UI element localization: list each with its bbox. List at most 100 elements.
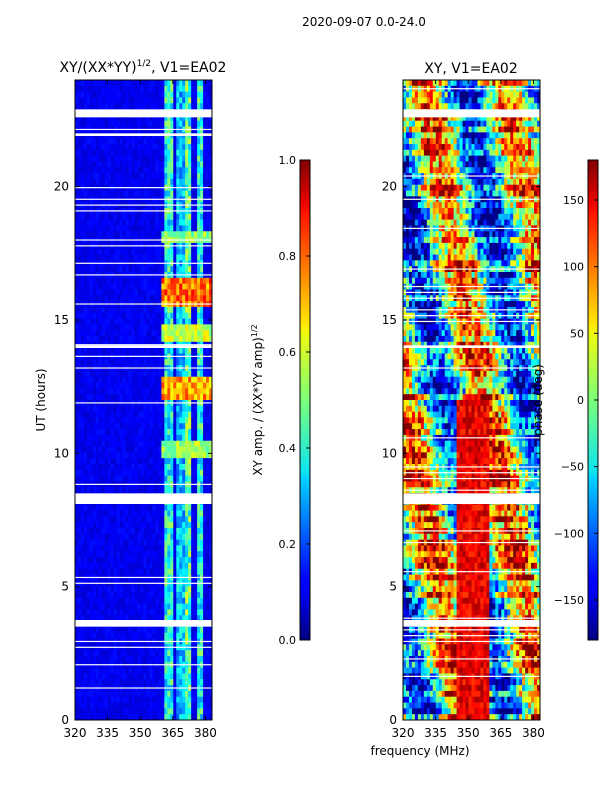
amplitude-heatmap-cell — [77, 388, 82, 395]
amplitude-heatmap-cell — [140, 120, 145, 128]
amplitude-heatmap-cell — [98, 545, 103, 552]
amplitude-heatmap-cell — [173, 533, 177, 541]
amplitude-heatmap-cell — [140, 545, 145, 552]
amplitude-heatmap-cell — [134, 458, 139, 465]
amplitude-heatmap-cell — [167, 312, 171, 320]
amplitude-heatmap-cell — [197, 405, 201, 413]
amplitude-heatmap-cell — [131, 161, 136, 168]
amplitude-heatmap-cell — [131, 382, 136, 389]
amplitude-heatmap-cell — [98, 650, 103, 657]
amplitude-heatmap-cell — [95, 103, 100, 110]
amplitude-heatmap-cell — [200, 551, 204, 558]
amplitude-heatmap-cell — [77, 464, 82, 471]
amplitude-heatmap-cell — [137, 516, 142, 523]
amplitude-heatmap-cell — [107, 504, 112, 512]
amplitude-heatmap-cell — [143, 376, 148, 384]
amplitude-heatmap-cell — [167, 475, 171, 483]
amplitude-heatmap-cell — [197, 597, 201, 605]
amplitude-heatmap-cell — [191, 144, 195, 151]
amplitude-heatmap-cell — [161, 446, 165, 453]
amplitude-heatmap-cell — [149, 702, 154, 709]
amplitude-heatmap-cell — [75, 411, 79, 419]
amplitude-heatmap-cell — [86, 91, 91, 99]
amplitude-heatmap-cell — [155, 225, 159, 232]
amplitude-heatmap-cell — [77, 562, 82, 570]
amplitude-heatmap-cell — [80, 295, 85, 302]
amplitude-heatmap-cell — [92, 324, 97, 331]
amplitude-heatmap-cell — [104, 330, 109, 337]
amplitude-heatmap-cell — [185, 283, 189, 291]
amplitude-heatmap-cell — [188, 277, 192, 285]
amplitude-heatmap-cell — [200, 557, 204, 564]
amplitude-heatmap-cell — [194, 114, 198, 122]
amplitude-heatmap-cell — [158, 394, 162, 401]
amplitude-heatmap-cell — [158, 667, 162, 675]
amplitude-heatmap-cell — [200, 626, 204, 634]
amplitude-heatmap-cell — [161, 359, 165, 366]
amplitude-heatmap-cell — [155, 434, 159, 442]
amplitude-heatmap-cell — [98, 679, 103, 686]
amplitude-heatmap-cell — [137, 225, 142, 232]
amplitude-heatmap-cell — [128, 469, 133, 477]
amplitude-heatmap-cell — [125, 324, 130, 331]
amplitude-heatmap-cell — [146, 452, 151, 459]
amplitude-heatmap-cell — [185, 440, 189, 448]
amplitude-heatmap-cell — [134, 91, 139, 99]
amplitude-heatmap-cell — [140, 161, 145, 168]
amplitude-heatmap-cell — [146, 248, 151, 256]
amplitude-heatmap-cell — [131, 539, 136, 547]
amplitude-heatmap-cell — [182, 440, 186, 448]
amplitude-heatmap-cell — [155, 149, 159, 157]
amplitude-heatmap-cell — [125, 359, 130, 366]
amplitude-heatmap-cell — [104, 679, 109, 686]
amplitude-heatmap-cell — [206, 673, 210, 680]
amplitude-heatmap-cell — [152, 382, 157, 389]
amplitude-heatmap-cell — [137, 248, 142, 256]
amplitude-heatmap-cell — [164, 510, 168, 517]
amplitude-heatmap-cell — [194, 85, 198, 93]
amplitude-heatmap-cell — [200, 603, 204, 611]
amplitude-heatmap-cell — [119, 149, 124, 157]
amplitude-heatmap-cell — [182, 516, 186, 523]
amplitude-heatmap-cell — [92, 440, 97, 448]
amplitude-heatmap-cell — [75, 487, 79, 494]
amplitude-heatmap-cell — [122, 609, 127, 616]
amplitude-heatmap-cell — [182, 679, 186, 686]
amplitude-heatmap-cell — [140, 295, 145, 302]
amplitude-heatmap-cell — [155, 568, 159, 576]
amplitude-heatmap-cell — [206, 120, 210, 128]
amplitude-heatmap-cell — [119, 702, 124, 709]
amplitude-heatmap-cell — [206, 138, 210, 145]
amplitude-heatmap-cell — [152, 528, 157, 535]
amplitude-heatmap-cell — [95, 597, 100, 605]
amplitude-heatmap-cell — [83, 696, 88, 704]
amplitude-heatmap-cell — [146, 138, 151, 145]
amplitude-heatmap-cell — [182, 702, 186, 709]
amplitude-heatmap-cell — [179, 114, 183, 122]
amplitude-heatmap-cell — [170, 632, 174, 640]
amplitude-heatmap-cell — [209, 114, 212, 122]
amplitude-heatmap-cell — [98, 295, 103, 302]
amplitude-heatmap-cell — [185, 434, 189, 442]
amplitude-heatmap-cell — [194, 190, 198, 197]
amplitude-heatmap-cell — [170, 382, 174, 389]
amplitude-heatmap-cell — [191, 434, 195, 442]
amplitude-heatmap-cell — [191, 382, 195, 389]
amplitude-heatmap-cell — [161, 312, 165, 320]
amplitude-heatmap-cell — [209, 609, 212, 616]
amplitude-heatmap-cell — [185, 155, 189, 163]
amplitude-heatmap-cell — [110, 173, 115, 180]
amplitude-heatmap-cell — [92, 679, 97, 686]
amplitude-heatmap-cell — [125, 528, 130, 535]
amplitude-heatmap-cell — [77, 417, 82, 424]
amplitude-heatmap-cell — [173, 85, 177, 93]
amplitude-heatmap-cell — [146, 120, 151, 128]
amplitude-heatmap-cell — [140, 434, 145, 442]
amplitude-heatmap-cell — [191, 487, 195, 494]
amplitude-heatmap-cell — [161, 80, 165, 87]
amplitude-heatmap-cell — [98, 376, 103, 384]
amplitude-heatmap-cell — [161, 231, 165, 238]
amplitude-heatmap-cell — [200, 347, 204, 355]
amplitude-heatmap-cell — [134, 411, 139, 419]
amplitude-heatmap-cell — [122, 91, 127, 99]
